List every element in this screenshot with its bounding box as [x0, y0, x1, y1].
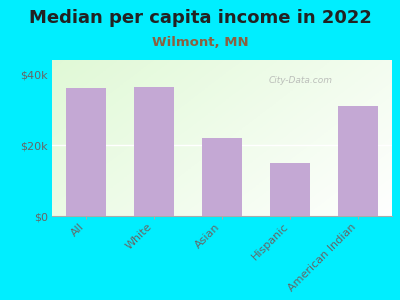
Bar [202, 138, 242, 216]
Bar [66, 88, 106, 216]
Text: Wilmont, MN: Wilmont, MN [152, 36, 248, 49]
Bar [134, 87, 174, 216]
Bar [338, 106, 378, 216]
Bar [270, 163, 310, 216]
Text: Median per capita income in 2022: Median per capita income in 2022 [28, 9, 372, 27]
Text: City-Data.com: City-Data.com [268, 76, 332, 85]
